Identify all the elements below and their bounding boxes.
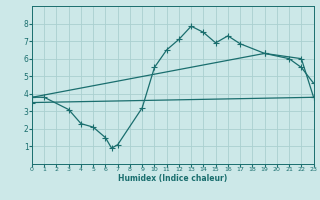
X-axis label: Humidex (Indice chaleur): Humidex (Indice chaleur) [118, 174, 228, 183]
